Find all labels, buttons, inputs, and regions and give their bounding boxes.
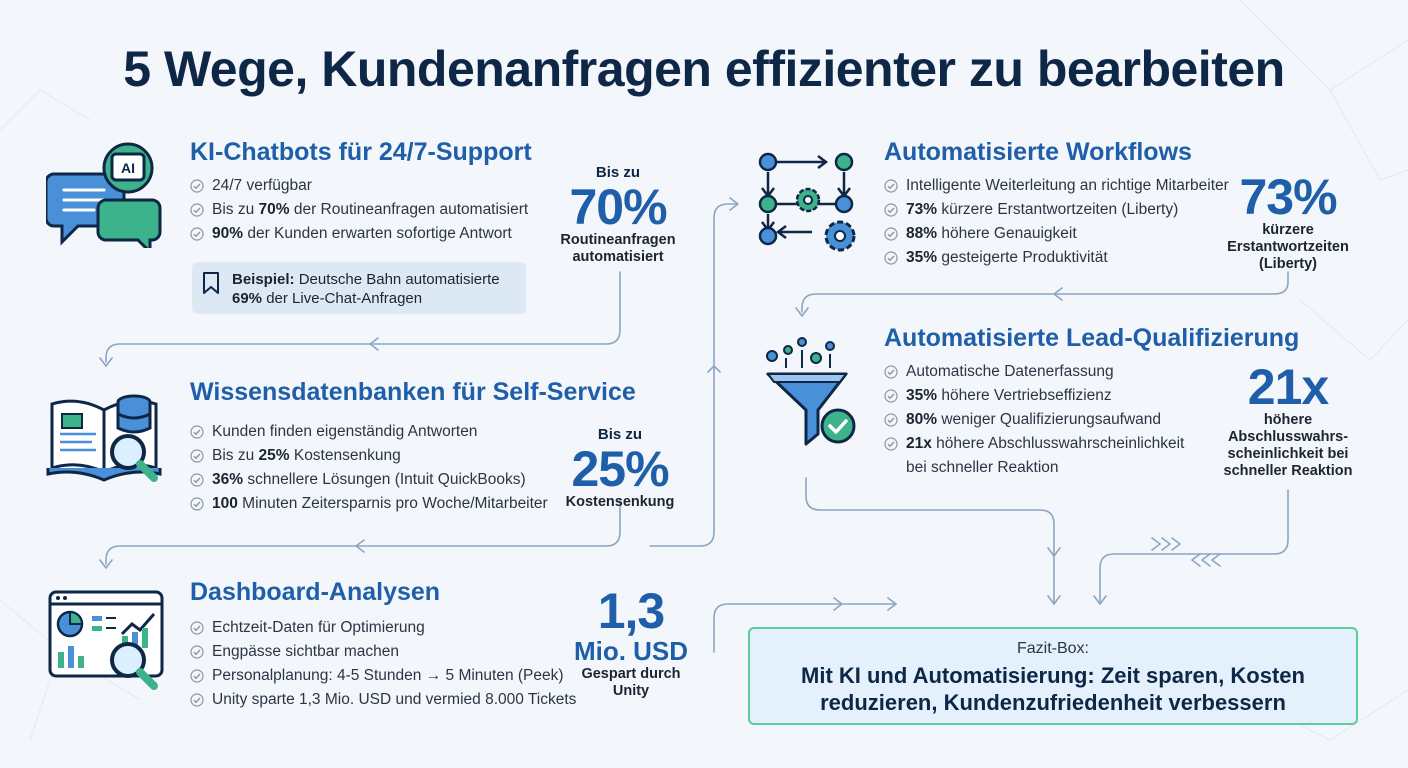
list-item: Personalplanung: 4-5 Stunden → 5 Minuten… [190,664,576,688]
check-circle-icon [190,645,204,659]
check-circle-icon [190,179,204,193]
list-item: Unity sparte 1,3 Mio. USD und vermied 8.… [190,688,576,712]
list-item: bei schneller Reaktion [906,459,1059,476]
list-item: 21x höhere Abschlusswahrscheinlichkeit [884,432,1184,456]
section-title-knowledge: Wissensdatenbanken für Self-Service [190,378,636,406]
list-item: 100 Minuten Zeitersparnis pro Woche/Mita… [190,492,548,516]
workflow-gears-icon [758,152,856,252]
check-circle-icon [884,413,898,427]
stat-knowledge: Bis zu 25% Kostensenkung [565,426,675,510]
svg-text:AI: AI [121,160,135,176]
stat-chatbots: Bis zu 70% Routineanfragen automatisiert [560,164,676,265]
funnel-check-icon [766,337,856,446]
list-item: Automatische Datenerfassung [884,360,1184,384]
list-item: Bis zu 25% Kostensenkung [190,444,548,468]
section-title-workflows: Automatisierte Workflows [884,138,1192,166]
bullet-list-chatbots: 24/7 verfügbar Bis zu 70% der Routineanf… [190,174,528,246]
stat-leads: 21x höhere Abschlusswahrs-scheinlichkeit… [1223,359,1353,479]
dashboard-analytics-icon [48,590,164,690]
section-title-dashboard: Dashboard-Analysen [190,578,441,606]
check-circle-icon [884,437,898,451]
check-circle-icon [884,389,898,403]
check-circle-icon [190,425,204,439]
bullet-list-workflows: Intelligente Weiterleitung an richtige M… [884,174,1229,270]
check-circle-icon [884,179,898,193]
knowledge-base-icon [46,394,162,482]
list-item: 35% höhere Vertriebseffizienz [884,384,1184,408]
page-title: 5 Wege, Kundenanfragen effizienter zu be… [123,41,1285,97]
check-circle-icon [190,449,204,463]
stat-workflows: 73% kürzere Erstantwortzeiten (Liberty) [1227,169,1349,272]
bookmark-icon [203,272,219,294]
list-item: 36% schnellere Lösungen (Intuit QuickBoo… [190,468,548,492]
list-item: Echtzeit-Daten für Optimierung [190,616,576,640]
check-circle-icon [884,203,898,217]
bullet-list-knowledge: Kunden finden eigenständig Antworten Bis… [190,420,548,516]
list-item: Engpässe sichtbar machen [190,640,576,664]
check-circle-icon [190,669,204,683]
check-circle-icon [190,473,204,487]
check-circle-icon [190,497,204,511]
check-circle-icon [190,693,204,707]
list-item: Intelligente Weiterleitung an richtige M… [884,174,1229,198]
list-item: Kunden finden eigenständig Antworten [190,420,548,444]
fazit-label: Fazit-Box: [1016,640,1089,657]
section-title-chatbots: KI-Chatbots für 24/7-Support [190,138,532,166]
fazit-box: Fazit-Box: Mit KI und Automatisierung: Z… [748,627,1358,725]
list-item: 73% kürzere Erstantwortzeiten (Liberty) [884,198,1229,222]
fazit-message: Mit KI und Automatisierung: Zeit sparen,… [801,663,1305,715]
stat-dashboard: 1,3 Mio. USD Gespart durch Unity [573,583,689,699]
list-item: Bis zu 70% der Routineanfragen automatis… [190,198,528,222]
section-title-leads: Automatisierte Lead-Qualifizierung [884,324,1300,352]
check-circle-icon [884,251,898,265]
list-item: 24/7 verfügbar [190,174,528,198]
bullet-list-dashboard: Echtzeit-Daten für Optimierung Engpässe … [190,616,576,712]
list-item: 35% gesteigerte Produktivität [884,246,1229,270]
list-item: 80% weniger Qualifizierungsaufwand [884,408,1184,432]
check-circle-icon [884,365,898,379]
bullet-list-leads: Automatische Datenerfassung 35% höhere V… [884,360,1184,480]
check-circle-icon [190,203,204,217]
list-item: 88% höhere Genauigkeit [884,222,1229,246]
check-circle-icon [190,227,204,241]
list-item: 90% der Kunden erwarten sofortige Antwor… [190,222,528,246]
example-box-chatbots: Beispiel: Deutsche Bahn automatisierte 69… [192,262,526,314]
check-circle-icon [884,227,898,241]
chat-bubbles-ai-icon: AI [46,142,162,248]
check-circle-icon [190,621,204,635]
